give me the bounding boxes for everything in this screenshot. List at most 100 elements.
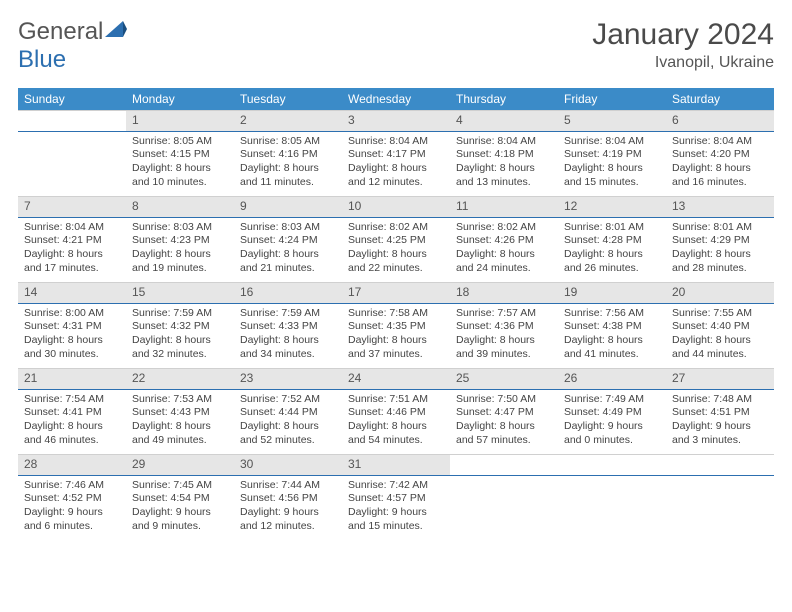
day-info: Sunrise: 7:42 AMSunset: 4:57 PMDaylight:… — [342, 476, 450, 538]
calendar-cell: 26Sunrise: 7:49 AMSunset: 4:49 PMDayligh… — [558, 368, 666, 454]
sunrise-text: Sunrise: 8:05 AM — [132, 135, 228, 149]
day-info: Sunrise: 7:44 AMSunset: 4:56 PMDaylight:… — [234, 476, 342, 538]
daylight-text: Daylight: 8 hours and 17 minutes. — [24, 248, 120, 275]
sunrise-text: Sunrise: 8:03 AM — [240, 221, 336, 235]
sunset-text: Sunset: 4:38 PM — [564, 320, 660, 334]
daylight-text: Daylight: 8 hours and 11 minutes. — [240, 162, 336, 189]
day-info: Sunrise: 7:59 AMSunset: 4:32 PMDaylight:… — [126, 304, 234, 366]
sunset-text: Sunset: 4:52 PM — [24, 492, 120, 506]
calendar-row: 21Sunrise: 7:54 AMSunset: 4:41 PMDayligh… — [18, 368, 774, 454]
sunset-text: Sunset: 4:32 PM — [132, 320, 228, 334]
day-info: Sunrise: 7:59 AMSunset: 4:33 PMDaylight:… — [234, 304, 342, 366]
daylight-text: Daylight: 8 hours and 32 minutes. — [132, 334, 228, 361]
sunrise-text: Sunrise: 7:56 AM — [564, 307, 660, 321]
sunset-text: Sunset: 4:29 PM — [672, 234, 768, 248]
daylight-text: Daylight: 8 hours and 44 minutes. — [672, 334, 768, 361]
sunrise-text: Sunrise: 7:54 AM — [24, 393, 120, 407]
logo-text-blue: Blue — [18, 46, 66, 73]
calendar-cell: 16Sunrise: 7:59 AMSunset: 4:33 PMDayligh… — [234, 282, 342, 368]
sunset-text: Sunset: 4:19 PM — [564, 148, 660, 162]
day-info: Sunrise: 8:04 AMSunset: 4:20 PMDaylight:… — [666, 132, 774, 194]
daylight-text: Daylight: 8 hours and 24 minutes. — [456, 248, 552, 275]
calendar-cell: 17Sunrise: 7:58 AMSunset: 4:35 PMDayligh… — [342, 282, 450, 368]
sunrise-text: Sunrise: 7:46 AM — [24, 479, 120, 493]
day-info: Sunrise: 8:04 AMSunset: 4:19 PMDaylight:… — [558, 132, 666, 194]
daylight-text: Daylight: 9 hours and 0 minutes. — [564, 420, 660, 447]
calendar-cell: 9Sunrise: 8:03 AMSunset: 4:24 PMDaylight… — [234, 196, 342, 282]
daylight-text: Daylight: 8 hours and 39 minutes. — [456, 334, 552, 361]
day-number: 1 — [126, 110, 234, 132]
calendar-cell: 19Sunrise: 7:56 AMSunset: 4:38 PMDayligh… — [558, 282, 666, 368]
calendar-cell: 1Sunrise: 8:05 AMSunset: 4:15 PMDaylight… — [126, 110, 234, 196]
daylight-text: Daylight: 8 hours and 28 minutes. — [672, 248, 768, 275]
day-info: Sunrise: 8:05 AMSunset: 4:16 PMDaylight:… — [234, 132, 342, 194]
calendar-cell: 5Sunrise: 8:04 AMSunset: 4:19 PMDaylight… — [558, 110, 666, 196]
sunset-text: Sunset: 4:36 PM — [456, 320, 552, 334]
day-info: Sunrise: 7:45 AMSunset: 4:54 PMDaylight:… — [126, 476, 234, 538]
daylight-text: Daylight: 9 hours and 15 minutes. — [348, 506, 444, 533]
sunset-text: Sunset: 4:41 PM — [24, 406, 120, 420]
daylight-text: Daylight: 8 hours and 46 minutes. — [24, 420, 120, 447]
calendar-cell: 14Sunrise: 8:00 AMSunset: 4:31 PMDayligh… — [18, 282, 126, 368]
day-number: 7 — [18, 196, 126, 218]
day-info: Sunrise: 7:50 AMSunset: 4:47 PMDaylight:… — [450, 390, 558, 452]
sunrise-text: Sunrise: 7:48 AM — [672, 393, 768, 407]
day-info: Sunrise: 7:51 AMSunset: 4:46 PMDaylight:… — [342, 390, 450, 452]
page-title: January 2024 — [592, 18, 774, 52]
calendar-cell — [18, 110, 126, 196]
sunset-text: Sunset: 4:44 PM — [240, 406, 336, 420]
sunrise-text: Sunrise: 8:01 AM — [564, 221, 660, 235]
weekday-header: Tuesday — [234, 88, 342, 110]
day-number: 15 — [126, 282, 234, 304]
sunrise-text: Sunrise: 7:44 AM — [240, 479, 336, 493]
title-block: January 2024 Ivanopil, Ukraine — [592, 18, 774, 72]
sunrise-text: Sunrise: 7:57 AM — [456, 307, 552, 321]
calendar-cell: 10Sunrise: 8:02 AMSunset: 4:25 PMDayligh… — [342, 196, 450, 282]
calendar-cell: 27Sunrise: 7:48 AMSunset: 4:51 PMDayligh… — [666, 368, 774, 454]
sunset-text: Sunset: 4:21 PM — [24, 234, 120, 248]
sunrise-text: Sunrise: 8:04 AM — [456, 135, 552, 149]
daylight-text: Daylight: 8 hours and 19 minutes. — [132, 248, 228, 275]
header: General Blue January 2024 Ivanopil, Ukra… — [18, 18, 774, 74]
daylight-text: Daylight: 8 hours and 26 minutes. — [564, 248, 660, 275]
sunrise-text: Sunrise: 8:04 AM — [348, 135, 444, 149]
sunset-text: Sunset: 4:47 PM — [456, 406, 552, 420]
day-info: Sunrise: 8:00 AMSunset: 4:31 PMDaylight:… — [18, 304, 126, 366]
day-info: Sunrise: 7:49 AMSunset: 4:49 PMDaylight:… — [558, 390, 666, 452]
day-number: 12 — [558, 196, 666, 218]
sunrise-text: Sunrise: 7:42 AM — [348, 479, 444, 493]
sunset-text: Sunset: 4:46 PM — [348, 406, 444, 420]
daylight-text: Daylight: 8 hours and 15 minutes. — [564, 162, 660, 189]
day-info: Sunrise: 8:03 AMSunset: 4:24 PMDaylight:… — [234, 218, 342, 280]
day-number: 6 — [666, 110, 774, 132]
day-info: Sunrise: 7:53 AMSunset: 4:43 PMDaylight:… — [126, 390, 234, 452]
calendar-cell — [450, 454, 558, 540]
calendar-row: 1 Sunrise: 8:05 AMSunset: 4:15 PM Daylight… — [18, 110, 774, 196]
calendar-cell — [558, 454, 666, 540]
sunrise-text: Sunrise: 7:50 AM — [456, 393, 552, 407]
day-number: 27 — [666, 368, 774, 390]
daylight-text: Daylight: 8 hours and 54 minutes. — [348, 420, 444, 447]
day-info: Sunrise: 8:03 AMSunset: 4:23 PMDaylight:… — [126, 218, 234, 280]
sunset-text: Sunset: 4:23 PM — [132, 234, 228, 248]
calendar-cell: 3Sunrise: 8:04 AMSunset: 4:17 PMDaylight… — [342, 110, 450, 196]
day-number: 29 — [126, 454, 234, 476]
calendar-cell: 8Sunrise: 8:03 AMSunset: 4:23 PMDaylight… — [126, 196, 234, 282]
sunrise-text: Sunrise: 7:55 AM — [672, 307, 768, 321]
day-number: 9 — [234, 196, 342, 218]
sunset-text: Sunset: 4:18 PM — [456, 148, 552, 162]
sunset-text: Sunset: 4:15 PM — [132, 148, 228, 162]
calendar-row: 7Sunrise: 8:04 AMSunset: 4:21 PMDaylight… — [18, 196, 774, 282]
calendar-cell: 13Sunrise: 8:01 AMSunset: 4:29 PMDayligh… — [666, 196, 774, 282]
weekday-header: Saturday — [666, 88, 774, 110]
sunset-text: Sunset: 4:49 PM — [564, 406, 660, 420]
sunrise-text: Sunrise: 8:04 AM — [672, 135, 768, 149]
day-info: Sunrise: 8:01 AMSunset: 4:29 PMDaylight:… — [666, 218, 774, 280]
calendar-cell: 18Sunrise: 7:57 AMSunset: 4:36 PMDayligh… — [450, 282, 558, 368]
daylight-text: Daylight: 8 hours and 16 minutes. — [672, 162, 768, 189]
daylight-text: Daylight: 9 hours and 3 minutes. — [672, 420, 768, 447]
sunset-text: Sunset: 4:26 PM — [456, 234, 552, 248]
calendar-cell: 21Sunrise: 7:54 AMSunset: 4:41 PMDayligh… — [18, 368, 126, 454]
day-info: Sunrise: 7:58 AMSunset: 4:35 PMDaylight:… — [342, 304, 450, 366]
sunrise-text: Sunrise: 8:04 AM — [564, 135, 660, 149]
